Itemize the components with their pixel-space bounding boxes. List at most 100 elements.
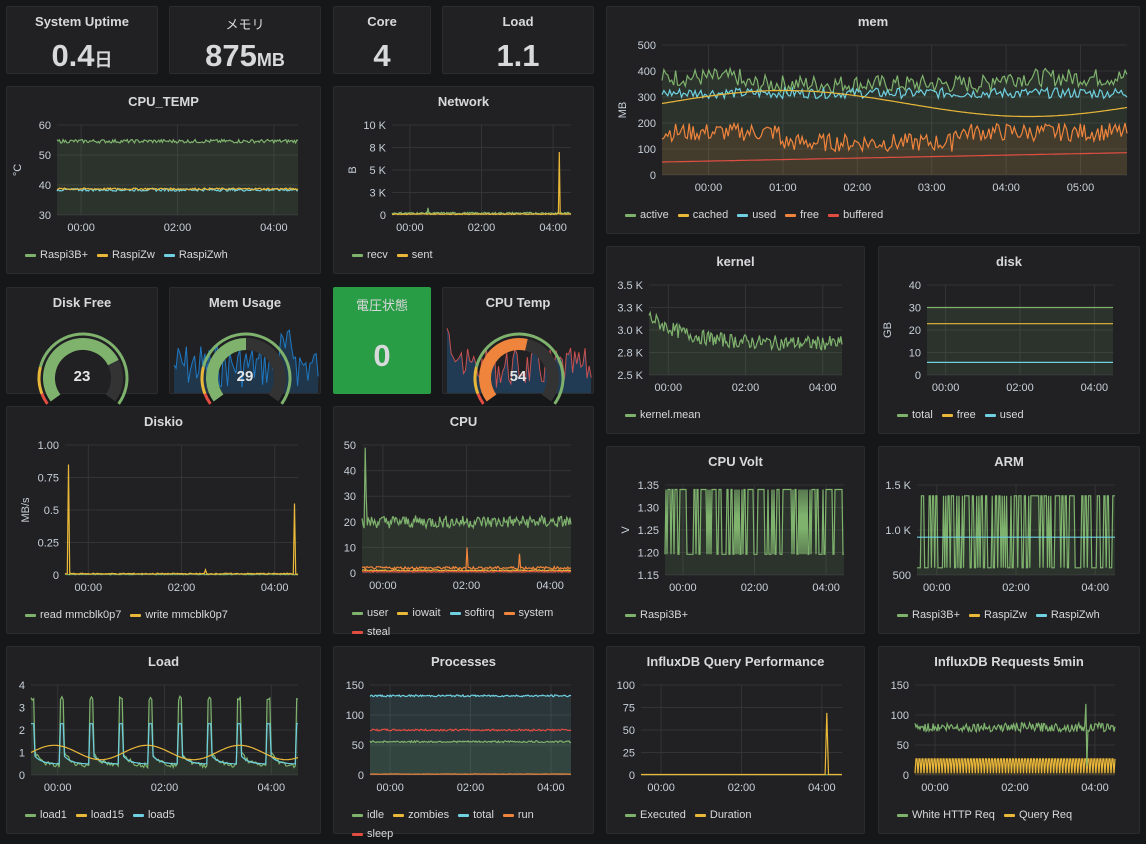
x-tick-label: 00:00 bbox=[923, 582, 951, 594]
legend-item[interactable]: sent bbox=[397, 246, 433, 265]
legend-item[interactable]: RaspiZwh bbox=[164, 246, 228, 265]
x-tick-label: 00:00 bbox=[369, 580, 397, 592]
gauge-panel-cpu-temp[interactable]: CPU Temp 54 bbox=[442, 287, 594, 394]
legend-item[interactable]: used bbox=[737, 206, 776, 225]
legend-label: free bbox=[800, 209, 819, 221]
legend-item[interactable]: Raspi3B+ bbox=[25, 246, 88, 265]
legend-label: total bbox=[912, 409, 933, 421]
y-tick-label: 2.5 K bbox=[617, 370, 643, 382]
legend-item[interactable]: active bbox=[625, 206, 669, 225]
y-tick-label: 30 bbox=[39, 210, 51, 222]
legend-item[interactable]: steal bbox=[352, 623, 390, 642]
legend-item[interactable]: recv bbox=[352, 246, 388, 265]
stat-panel-load[interactable]: Load 1.1 bbox=[442, 6, 594, 74]
x-tick-label: 02:00 bbox=[1002, 582, 1030, 594]
legend-item[interactable]: write mmcblk0p7 bbox=[130, 606, 228, 625]
legend-item[interactable]: iowait bbox=[397, 604, 440, 623]
y-tick-label: 40 bbox=[39, 180, 51, 192]
legend-item[interactable]: free bbox=[942, 406, 976, 425]
x-tick-label: 03:00 bbox=[918, 182, 946, 194]
legend-item[interactable]: total bbox=[897, 406, 933, 425]
gauge-panel-mem-usage[interactable]: Mem Usage 29 bbox=[169, 287, 321, 394]
stat-panel-voltage[interactable]: 電圧状態 0 bbox=[333, 287, 431, 394]
legend: active cached used free buffered bbox=[625, 206, 1133, 225]
legend-item[interactable]: read mmcblk0p7 bbox=[25, 606, 121, 625]
legend-label: recv bbox=[367, 249, 388, 261]
legend-item[interactable]: buffered bbox=[828, 206, 883, 225]
legend-item[interactable]: free bbox=[785, 206, 819, 225]
legend-item[interactable]: Duration bbox=[695, 806, 752, 825]
gauge-value: 54 bbox=[443, 368, 593, 385]
legend-swatch bbox=[164, 254, 175, 257]
legend-item[interactable]: RaspiZwh bbox=[1036, 606, 1100, 625]
y-tick-label: 75 bbox=[623, 703, 635, 715]
stat-panel-memory[interactable]: メモリ 875MB bbox=[169, 6, 321, 74]
legend-item[interactable]: RaspiZw bbox=[97, 246, 155, 265]
legend-item[interactable]: load1 bbox=[25, 806, 67, 825]
series-area-0 bbox=[927, 308, 1113, 376]
legend-item[interactable]: load15 bbox=[76, 806, 124, 825]
legend-item[interactable]: cached bbox=[678, 206, 728, 225]
legend-item[interactable]: White HTTP Req bbox=[897, 806, 995, 825]
legend-label: run bbox=[518, 809, 534, 821]
y-tick-label: 50 bbox=[623, 725, 635, 737]
x-tick-label: 02:00 bbox=[151, 782, 179, 794]
legend-item[interactable]: used bbox=[985, 406, 1024, 425]
legend-item[interactable]: Raspi3B+ bbox=[625, 606, 688, 625]
stat-panel-uptime[interactable]: System Uptime 0.4日 bbox=[6, 6, 158, 74]
x-tick-label: 05:00 bbox=[1067, 182, 1095, 194]
y-tick-label: 1.5 K bbox=[885, 480, 911, 492]
y-tick-label: 0 bbox=[358, 770, 364, 782]
legend-swatch bbox=[625, 614, 636, 617]
legend-swatch bbox=[504, 612, 515, 615]
legend-item[interactable]: kernel.mean bbox=[625, 406, 701, 425]
legend-swatch bbox=[450, 612, 461, 615]
y-axis-label: °C bbox=[12, 164, 24, 176]
x-tick-label: 00:00 bbox=[932, 382, 960, 394]
x-tick-label: 02:00 bbox=[164, 222, 192, 234]
legend-item[interactable]: Executed bbox=[625, 806, 686, 825]
y-tick-label: 500 bbox=[638, 40, 656, 52]
legend-swatch bbox=[397, 254, 408, 257]
panel-title: 電圧状態 bbox=[334, 295, 430, 314]
stat-panel-core[interactable]: Core 4 bbox=[333, 6, 431, 74]
legend-item[interactable]: Raspi3B+ bbox=[897, 606, 960, 625]
legend-item[interactable]: total bbox=[458, 806, 494, 825]
legend-item[interactable]: softirq bbox=[450, 604, 495, 623]
legend-item[interactable]: RaspiZw bbox=[969, 606, 1027, 625]
legend-swatch bbox=[625, 214, 636, 217]
legend-swatch bbox=[25, 254, 36, 257]
gauge-panel-disk-free[interactable]: Disk Free 23 bbox=[6, 287, 158, 394]
x-tick-label: 00:00 bbox=[647, 782, 675, 794]
legend-item[interactable]: Query Req bbox=[1004, 806, 1072, 825]
legend-swatch bbox=[678, 214, 689, 217]
legend: kernel.mean bbox=[625, 406, 858, 425]
legend: recv sent bbox=[352, 246, 587, 265]
legend-item[interactable]: run bbox=[503, 806, 534, 825]
legend-item[interactable]: idle bbox=[352, 806, 384, 825]
legend-item[interactable]: zombies bbox=[393, 806, 449, 825]
y-tick-label: 50 bbox=[897, 740, 909, 752]
legend-item[interactable]: system bbox=[504, 604, 554, 623]
legend-item[interactable]: load5 bbox=[133, 806, 175, 825]
y-tick-label: 0.75 bbox=[38, 473, 59, 485]
legend-item[interactable]: sleep bbox=[352, 825, 393, 844]
stat-value: 1.1 bbox=[443, 38, 593, 74]
legend-item[interactable]: user bbox=[352, 604, 388, 623]
